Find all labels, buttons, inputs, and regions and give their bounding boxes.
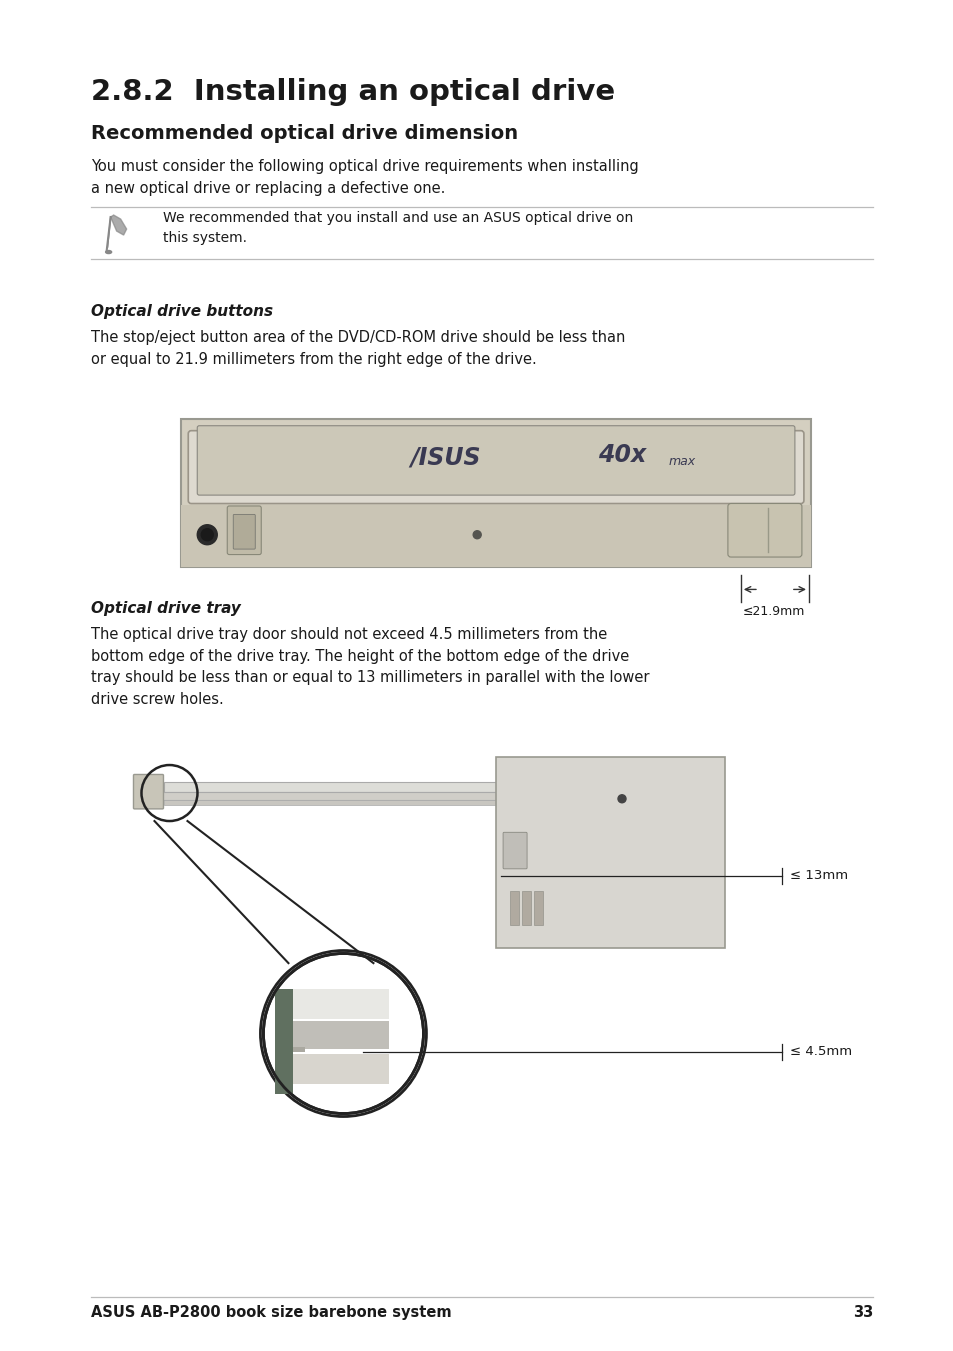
- Polygon shape: [111, 215, 127, 235]
- Text: 40x: 40x: [598, 443, 645, 467]
- Ellipse shape: [106, 250, 112, 254]
- Text: 33: 33: [852, 1305, 872, 1320]
- Text: 2.8.2  Installing an optical drive: 2.8.2 Installing an optical drive: [91, 78, 614, 107]
- FancyBboxPatch shape: [197, 426, 794, 494]
- FancyBboxPatch shape: [521, 890, 531, 925]
- Text: ≤21.9mm: ≤21.9mm: [742, 605, 804, 619]
- Text: max: max: [667, 455, 695, 467]
- FancyBboxPatch shape: [164, 782, 591, 792]
- FancyBboxPatch shape: [233, 515, 255, 549]
- FancyBboxPatch shape: [181, 419, 810, 567]
- Text: /ISUS: /ISUS: [410, 446, 480, 469]
- FancyBboxPatch shape: [727, 504, 801, 557]
- Circle shape: [260, 951, 426, 1116]
- FancyBboxPatch shape: [164, 800, 591, 805]
- FancyBboxPatch shape: [294, 1047, 305, 1051]
- Circle shape: [201, 528, 213, 540]
- Circle shape: [197, 524, 217, 544]
- FancyBboxPatch shape: [294, 989, 389, 1019]
- FancyBboxPatch shape: [227, 507, 261, 554]
- FancyBboxPatch shape: [188, 431, 803, 504]
- Text: We recommended that you install and use an ASUS optical drive on
this system.: We recommended that you install and use …: [162, 211, 632, 245]
- Text: The optical drive tray door should not exceed 4.5 millimeters from the
bottom ed: The optical drive tray door should not e…: [91, 627, 648, 707]
- FancyBboxPatch shape: [294, 1020, 389, 1048]
- FancyBboxPatch shape: [275, 989, 294, 1093]
- FancyBboxPatch shape: [534, 890, 542, 925]
- FancyBboxPatch shape: [502, 832, 526, 869]
- Text: ≤ 4.5mm: ≤ 4.5mm: [789, 1046, 851, 1058]
- FancyBboxPatch shape: [294, 1054, 389, 1084]
- Text: ASUS AB-P2800 book size barebone system: ASUS AB-P2800 book size barebone system: [91, 1305, 451, 1320]
- FancyBboxPatch shape: [181, 505, 810, 567]
- FancyBboxPatch shape: [134, 793, 591, 800]
- Text: The stop/eject button area of the DVD/CD-ROM drive should be less than
or equal : The stop/eject button area of the DVD/CD…: [91, 330, 624, 366]
- Text: You must consider the following optical drive requirements when installing
a new: You must consider the following optical …: [91, 159, 638, 196]
- Circle shape: [263, 954, 423, 1113]
- Circle shape: [473, 531, 480, 539]
- Text: Optical drive tray: Optical drive tray: [91, 601, 240, 616]
- FancyBboxPatch shape: [496, 757, 724, 948]
- FancyBboxPatch shape: [133, 774, 163, 809]
- Circle shape: [618, 794, 625, 802]
- Text: Recommended optical drive dimension: Recommended optical drive dimension: [91, 124, 517, 143]
- FancyBboxPatch shape: [510, 890, 518, 925]
- Text: ≤ 13mm: ≤ 13mm: [789, 869, 847, 882]
- Text: Optical drive buttons: Optical drive buttons: [91, 304, 273, 319]
